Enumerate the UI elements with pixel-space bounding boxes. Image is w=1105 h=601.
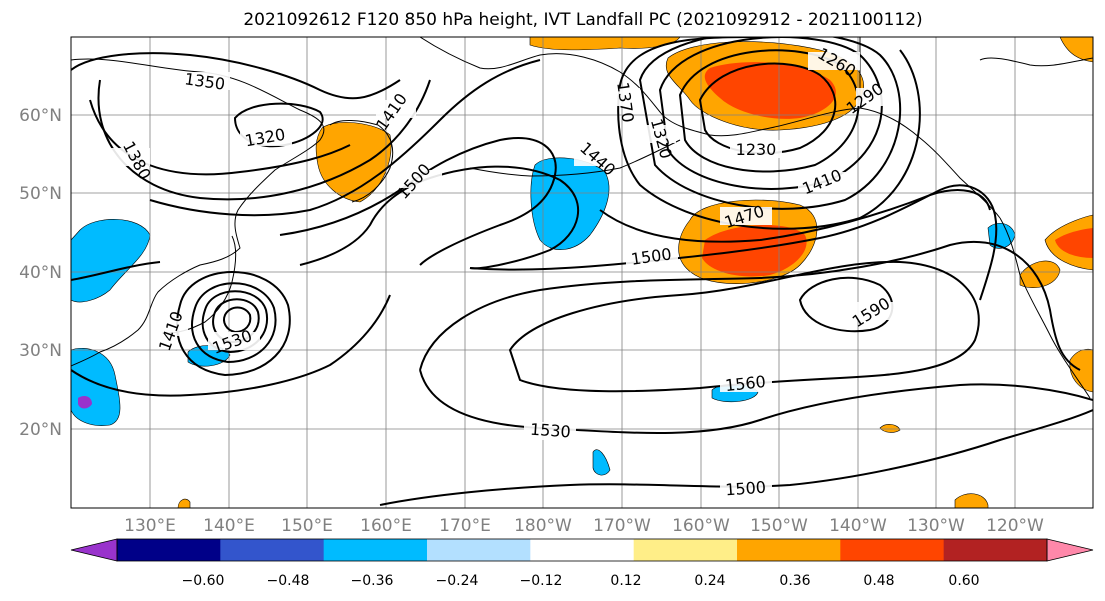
lon-label: 150°E [281, 516, 333, 536]
contour-low-aleutian-3 [658, 37, 883, 190]
colorbar-tick-label: −0.24 [436, 573, 479, 589]
ivt-positive-kamchatka [315, 122, 392, 203]
lon-label: 160°W [672, 516, 730, 536]
coast-alaska [419, 37, 1001, 219]
lon-label: 170°W [593, 516, 651, 536]
colorbar-tick-label: −0.36 [351, 573, 394, 589]
colorbar-swatch [840, 539, 945, 561]
contour-1380 [89, 99, 351, 176]
colorbar-tick-label: 0.24 [694, 573, 725, 589]
colorbar-tick-label: 0.36 [779, 573, 810, 589]
ivt-negative-subtropics [592, 449, 611, 476]
contour-1350 [71, 52, 401, 100]
figure-title: 2021092612 F120 850 hPa height, IVT Land… [243, 10, 922, 30]
contour-low-aleutian-2 [678, 49, 860, 173]
map-frame [70, 36, 1094, 509]
colorbar-frame [116, 538, 1048, 562]
contour-1530-west [299, 165, 579, 270]
colorbar-tick-label: −0.12 [520, 573, 563, 589]
contour-label: 1500 [725, 478, 767, 500]
contour-1530-high [419, 240, 1093, 434]
ivt-positive-small-3 [177, 498, 191, 508]
contour-west-edge [71, 261, 391, 397]
contour-label: 1530 [529, 420, 571, 442]
lon-label: 130°W [907, 516, 965, 536]
lat-label: 40°N [19, 263, 62, 283]
lon-label: 120°W [986, 516, 1044, 536]
map-panel: 1350 1320 1380 1410 1500 1440 1370 1320 … [70, 36, 1094, 509]
colorbar-min-arrow [70, 538, 118, 562]
lat-label: 60°N [19, 106, 62, 126]
lat-label: 20°N [19, 420, 62, 440]
lon-label: 140°E [203, 516, 255, 536]
colorbar-tick-label: −0.48 [267, 573, 310, 589]
colorbar-swatch [530, 539, 635, 561]
contour-label: 1560 [724, 372, 766, 395]
coast-asia [71, 58, 325, 367]
ivt-positive-small-1 [879, 424, 901, 433]
lat-label: 50°N [19, 184, 62, 204]
colorbar-tick-label: −0.60 [182, 573, 225, 589]
colorbar-tick-label: 0.60 [948, 573, 979, 589]
ivt-negative-asia [71, 219, 151, 303]
contour-1440-west [149, 59, 541, 217]
colorbar-max-arrow [1046, 538, 1094, 562]
lon-label: 150°W [750, 516, 808, 536]
ivt-positive-west-us-core [1055, 228, 1093, 258]
ivt-positive-alaska-core [704, 62, 836, 119]
colorbar-tick-label: 0.48 [863, 573, 894, 589]
lon-label: 170°E [439, 516, 491, 536]
lat-label: 30°N [19, 341, 62, 361]
contour-typhoon-5 [176, 271, 291, 377]
ivt-negative-south-china-core [78, 396, 92, 409]
contour-label: 1230 [736, 140, 777, 159]
colorbar-swatch [220, 539, 325, 561]
contour-1500-south [379, 409, 1093, 506]
latitude-labels: 60°N 50°N 40°N 30°N 20°N [19, 106, 62, 440]
ivt-positive-mexico [1069, 348, 1093, 393]
colorbar-swatch [943, 539, 1048, 561]
contour-low-aleutian-4 [638, 37, 902, 210]
lon-label: 140°W [829, 516, 887, 536]
contour-1560-high [508, 260, 980, 393]
coast-arctic [979, 57, 1093, 67]
colorbar-tick-label: 0.12 [610, 573, 641, 589]
contour-typhoon-3 [201, 290, 269, 354]
colorbar-ticks: −0.60 −0.48 −0.36 −0.24 −0.12 0.12 0.24 … [182, 573, 980, 589]
contour-1500-central [469, 184, 998, 301]
coast-aleutians [469, 139, 681, 177]
contour-1470-central [599, 189, 991, 243]
lon-label: 130°E [124, 516, 176, 536]
colorbar-swatch [737, 539, 841, 561]
longitude-labels: 130°E 140°E 150°E 160°E 170°E 180°W 170°… [124, 516, 1044, 536]
colorbar-swatch [427, 539, 531, 561]
contour-typhoon-4 [191, 282, 277, 364]
colorbar-swatch [323, 539, 428, 561]
lon-label: 180°W [514, 516, 572, 536]
contour-typhoon-2 [212, 298, 260, 344]
contour-1500-northwest [279, 137, 557, 266]
lon-label: 160°E [360, 516, 412, 536]
contour-typhoon-1 [223, 306, 252, 334]
colorbar-swatch [633, 539, 738, 561]
colorbar-swatch [117, 539, 221, 561]
ivt-positive-bc [1059, 37, 1093, 63]
colorbar-swatches [117, 539, 1048, 561]
colorbar: −0.60 −0.48 −0.36 −0.24 −0.12 0.12 0.24 … [70, 538, 1094, 589]
